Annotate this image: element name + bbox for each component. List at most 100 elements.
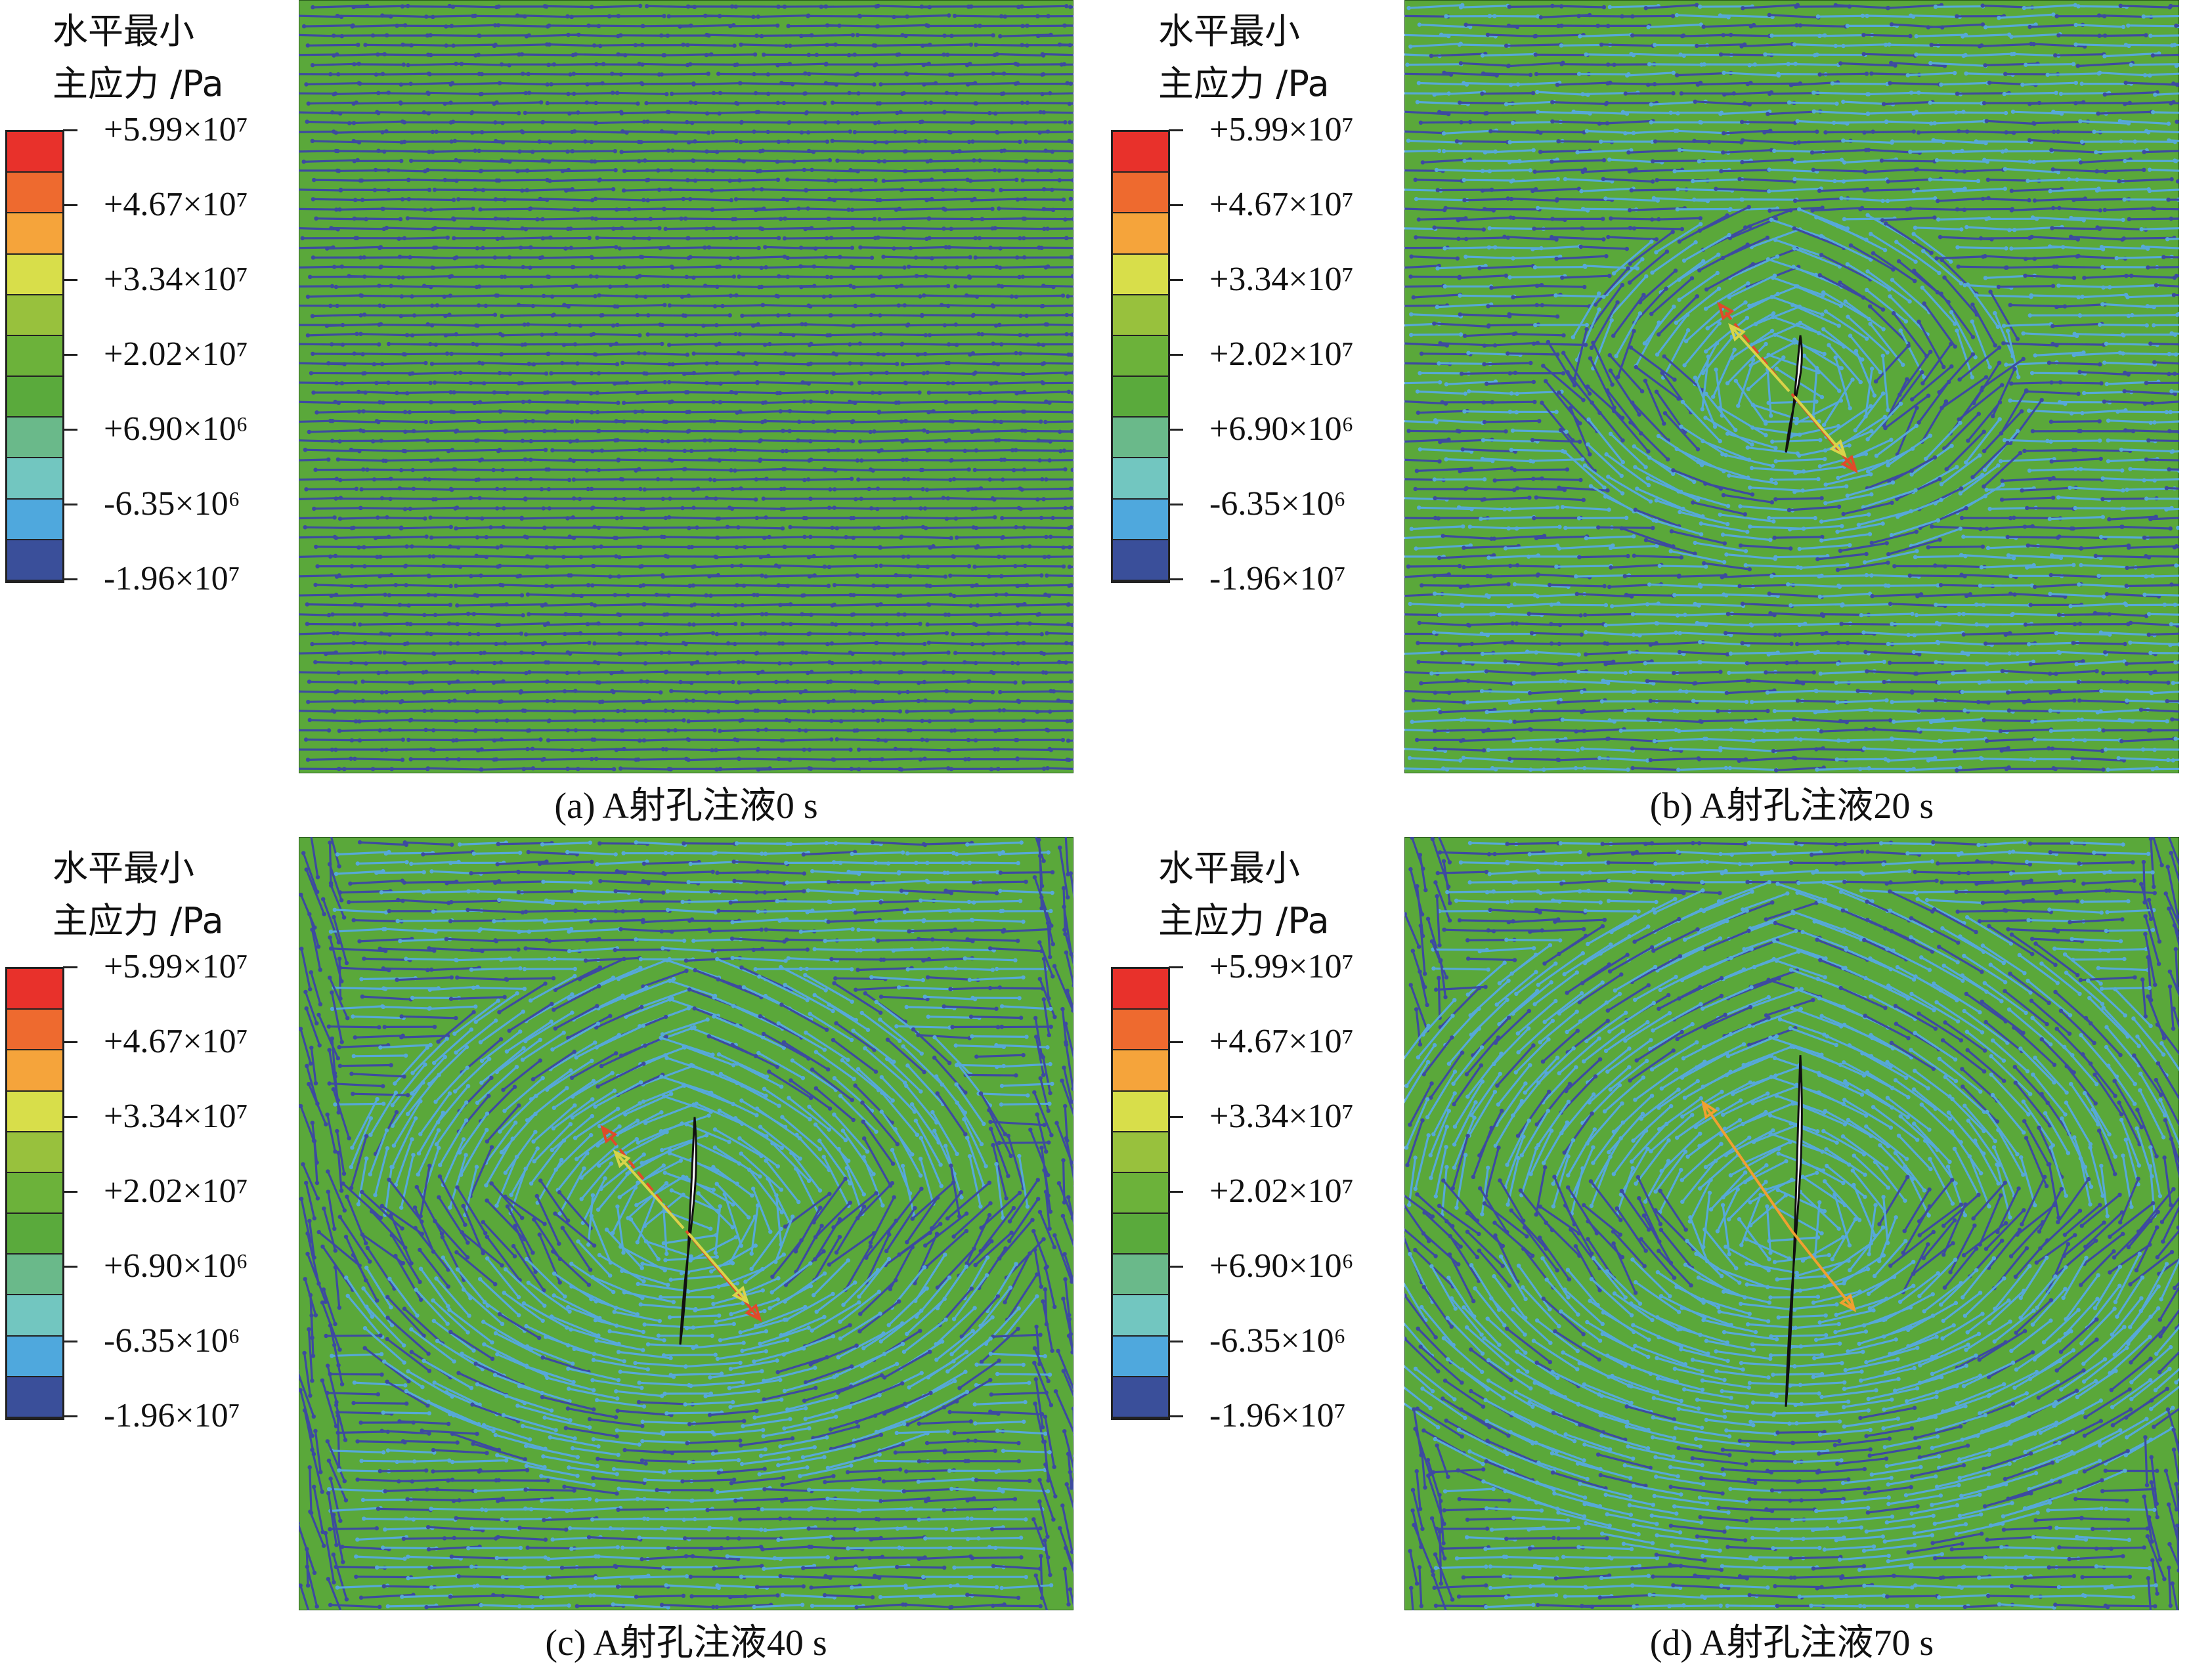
stress-vector-end: [705, 226, 709, 231]
stress-vector: [1839, 62, 1897, 67]
stress-vector: [808, 574, 859, 578]
stress-vector-end: [498, 582, 503, 588]
stress-vector-end: [991, 71, 995, 76]
stress-vector-end: [714, 555, 719, 559]
stress-vector-end: [760, 303, 766, 307]
stress-vector-end: [1039, 419, 1043, 424]
stress-vector-end: [1796, 140, 1801, 145]
stress-vector-end: [759, 265, 764, 270]
stress-vector-end: [640, 621, 644, 626]
stress-vector-end: [2004, 130, 2008, 135]
stress-vector-end: [1584, 52, 1588, 57]
stress-vector-end: [330, 708, 335, 713]
stress-vector-end: [1041, 766, 1047, 771]
stress-vector-end: [352, 216, 357, 221]
stress-vector-end: [893, 129, 898, 134]
stress-vector-end: [877, 217, 882, 222]
stress-vector-end: [584, 100, 589, 105]
stress-vector-end: [945, 748, 951, 752]
stress-vector: [1741, 4, 1799, 9]
stress-vector-end: [335, 689, 340, 694]
stress-vector: [943, 34, 995, 37]
stress-vector-end: [495, 486, 500, 491]
stress-vector-end: [1961, 34, 1965, 39]
stress-vector-end: [565, 399, 570, 404]
stress-vector-end: [779, 371, 783, 376]
stress-vector: [563, 632, 620, 635]
stress-vector: [1430, 53, 1486, 57]
stress-vector-end: [2123, 43, 2129, 47]
stress-vector: [808, 150, 864, 153]
stress-vector-end: [336, 169, 341, 173]
stress-vector: [1598, 119, 1655, 125]
stress-vector: [926, 372, 976, 376]
caption: (a) A射孔注液0 s: [554, 786, 818, 826]
stress-vector-end: [1722, 92, 1727, 97]
stress-vector-end: [613, 496, 618, 501]
stress-vector-end: [441, 563, 446, 569]
stress-vector-end: [662, 14, 666, 18]
stress-vector: [869, 758, 926, 762]
stress-vector: [594, 120, 649, 125]
stress-vector-end: [425, 322, 430, 327]
stress-vector-end: [401, 737, 405, 742]
stress-vector: [1484, 149, 1535, 154]
stress-vector-end: [739, 42, 743, 47]
color-bar-tick-label: +5.99×10⁷: [1209, 111, 1354, 148]
stress-vector-end: [705, 149, 709, 154]
stress-vector-end: [827, 158, 833, 163]
stress-vector-end: [1695, 3, 1699, 7]
stress-vector-end: [1650, 139, 1655, 144]
stress-vector-end: [928, 546, 933, 550]
stress-vector-end: [1845, 24, 1850, 28]
stress-vector: [1929, 62, 1987, 67]
stress-vector-end: [613, 168, 618, 173]
stress-vector: [1421, 158, 1471, 163]
stress-vector: [542, 641, 591, 645]
stress-vector-end: [395, 391, 399, 395]
stress-vector: [1741, 139, 1796, 144]
stress-vector-end: [1014, 351, 1018, 356]
stress-vector: [942, 496, 996, 501]
stress-vector: [2010, 53, 2060, 57]
stress-vector-end: [494, 178, 499, 183]
stress-vector: [614, 304, 666, 308]
stress-vector-end: [802, 747, 806, 752]
stress-vector-end: [2073, 22, 2078, 28]
stress-vector-end: [479, 168, 484, 173]
stress-vector-end: [473, 727, 478, 733]
stress-vector-end: [971, 119, 976, 125]
stress-vector-end: [917, 139, 922, 144]
stress-vector-end: [338, 478, 343, 483]
stress-vector-end: [1536, 110, 1540, 114]
stress-vector-end: [526, 322, 531, 327]
stress-vector-end: [806, 53, 811, 57]
stress-vector-end: [706, 72, 710, 76]
stress-vector: [999, 265, 1049, 269]
stress-vector: [466, 517, 523, 520]
stress-vector: [299, 710, 336, 713]
stress-vector-end: [987, 111, 992, 116]
stress-vector-end: [779, 81, 784, 85]
stress-vector-end: [641, 119, 647, 124]
stress-vector: [450, 81, 501, 86]
stress-vector-end: [853, 554, 857, 559]
stress-vector: [1058, 43, 1073, 46]
stress-vector: [777, 758, 835, 761]
stress-vector-end: [1997, 16, 2001, 20]
stress-vector-end: [963, 757, 968, 762]
stress-vector: [662, 536, 719, 539]
stress-vector-end: [639, 255, 643, 259]
stress-vector-end: [827, 410, 832, 414]
stress-vector-end: [753, 91, 758, 96]
stress-vector-end: [823, 255, 829, 259]
stress-vector-end: [549, 371, 553, 376]
stress-vector: [2075, 24, 2125, 28]
stress-vector-end: [667, 303, 672, 308]
stress-vector: [2003, 91, 2058, 95]
stress-vector-end: [1065, 758, 1070, 762]
stress-vector: [470, 226, 527, 230]
stress-vector-end: [517, 111, 521, 116]
stress-vector-end: [776, 139, 781, 144]
stress-vector-end: [334, 207, 339, 212]
